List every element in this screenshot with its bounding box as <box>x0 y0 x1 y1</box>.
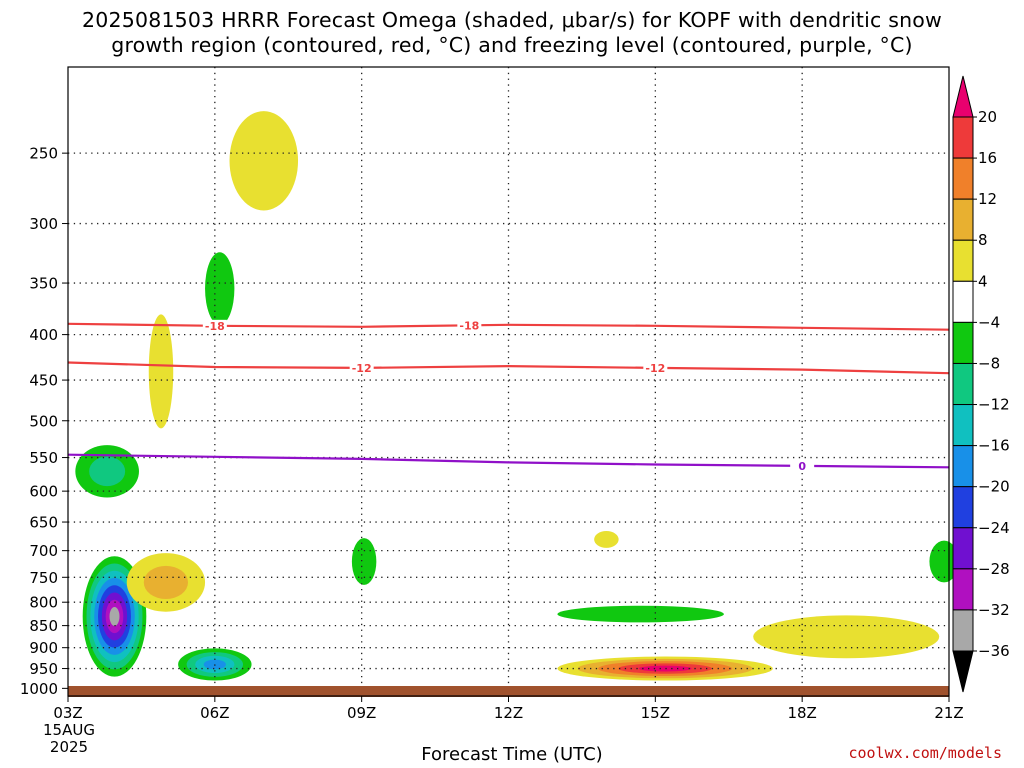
y-tick-label-250: 250 <box>29 145 58 163</box>
y-tick-label-950: 950 <box>29 660 58 678</box>
x-tick-label-5: 18Z <box>787 704 816 722</box>
x-tick-label-2: 09Z <box>347 704 376 722</box>
x-date-label-1: 2025 <box>50 738 88 756</box>
omega-area-7-level-0 <box>351 538 377 585</box>
colorbar-swatch-1 <box>952 157 974 200</box>
chart-title-line-1: 2025081503 HRRR Forecast Omega (shaded, … <box>81 8 943 32</box>
y-tick-label-600: 600 <box>29 483 58 501</box>
x-tick-label-6: 21Z <box>934 704 963 722</box>
colorbar-label-11: −28 <box>978 560 1010 578</box>
omega-area-6-level-0 <box>229 111 299 211</box>
colorbar-swatch-7 <box>952 404 974 447</box>
colorbar-label-12: −32 <box>978 601 1010 619</box>
contour-label-1-1: -12 <box>645 362 665 375</box>
colorbar-label-10: −24 <box>978 519 1010 537</box>
omega-area-12-level-0 <box>929 540 959 583</box>
contour-label-bg-0-0 <box>202 319 227 332</box>
y-tick-label-500: 500 <box>29 412 58 430</box>
colorbar-swatch-11 <box>952 568 974 611</box>
y-tick-label-750: 750 <box>29 569 58 587</box>
colorbar-swatch-9 <box>952 486 974 529</box>
colorbar-label-6: −8 <box>978 354 1000 372</box>
colorbar-swatch-10 <box>952 527 974 570</box>
credit-text: coolwx.com/models <box>848 744 1002 762</box>
y-tick-label-700: 700 <box>29 542 58 560</box>
y-tick-label-800: 800 <box>29 594 58 612</box>
colorbar-label-0: 20 <box>978 108 997 126</box>
colorbar-label-2: 12 <box>978 190 997 208</box>
colorbar-label-8: −16 <box>978 437 1010 455</box>
omega-area-0-level-7 <box>109 606 120 626</box>
omega-area-9-level-4 <box>638 665 692 672</box>
colorbar-label-7: −12 <box>978 396 1010 414</box>
y-tick-label-450: 450 <box>29 372 58 390</box>
x-tick-label-1: 06Z <box>200 704 229 722</box>
y-tick-label-400: 400 <box>29 326 58 344</box>
contour-label-bg-2-0 <box>790 459 815 472</box>
y-tick-label-850: 850 <box>29 617 58 635</box>
colorbar-bottom-arrow <box>952 650 974 693</box>
contour-label-bg-1-0 <box>349 361 374 374</box>
colorbar-label-13: −36 <box>978 642 1010 660</box>
y-tick-label-350: 350 <box>29 275 58 293</box>
colorbar-swatch-4 <box>952 280 974 323</box>
colorbar-swatch-8 <box>952 445 974 488</box>
x-axis-label: Forecast Time (UTC) <box>421 744 603 765</box>
colorbar-label-9: −20 <box>978 478 1010 496</box>
y-axis-ticks: 250 300 350 400 450 500 550 600 650 700 750 800 850 9… <box>20 145 68 698</box>
omega-area-4-level-0 <box>148 314 174 429</box>
y-tick-label-900: 900 <box>29 639 58 657</box>
colorbar: 20 16 12 8 4 −4 −8 −12 −16 −20 −24 −28 −32 −36 <box>952 75 1010 693</box>
x-tick-label-0: 03Z <box>53 704 82 722</box>
y-tick-label-1000: 1000 <box>20 680 58 698</box>
colorbar-top-arrow <box>952 75 974 118</box>
contour-label-2-0: 0 <box>798 460 806 473</box>
colorbar-label-4: 4 <box>978 272 988 290</box>
colorbar-swatch-12 <box>952 609 974 652</box>
x-date-label-0: 15AUG <box>43 721 95 739</box>
y-tick-label-650: 650 <box>29 514 58 532</box>
contour-label-bg-0-1 <box>457 319 482 332</box>
colorbar-swatch-5 <box>952 321 974 364</box>
omega-area-8-level-0 <box>594 531 619 548</box>
y-tick-label-550: 550 <box>29 449 58 467</box>
omega-area-11-level-0 <box>557 605 724 623</box>
omega-area-3-level-1 <box>89 456 126 487</box>
terrain-bar <box>68 686 949 697</box>
x-tick-label-4: 15Z <box>641 704 670 722</box>
colorbar-label-3: 8 <box>978 231 988 249</box>
contour-label-0-0: -18 <box>205 320 225 333</box>
contour-label-1-0: -12 <box>352 362 372 375</box>
colorbar-swatch-3 <box>952 239 974 282</box>
y-tick-label-300: 300 <box>29 215 58 233</box>
contour-label-bg-1-1 <box>643 361 668 374</box>
omega-shading-layer <box>75 111 959 681</box>
colorbar-swatch-0 <box>952 116 974 159</box>
colorbar-swatch-2 <box>952 198 974 241</box>
contour-line-1 <box>67 361 950 375</box>
colorbar-label-1: 16 <box>978 149 997 167</box>
contour-label-0-1: -18 <box>459 319 479 332</box>
contour-layer: -18 -18 -12 -12 0 <box>67 319 950 473</box>
x-tick-label-3: 12Z <box>494 704 523 722</box>
omega-area-5-level-0 <box>205 252 235 325</box>
colorbar-swatch-6 <box>952 362 974 406</box>
grid-layer <box>68 67 949 696</box>
omega-area-10-level-0 <box>753 615 940 659</box>
chart-title-line-2: growth region (contoured, red, °C) and f… <box>111 33 913 57</box>
colorbar-label-5: −4 <box>978 313 1000 331</box>
omega-area-1-level-1 <box>143 565 189 599</box>
